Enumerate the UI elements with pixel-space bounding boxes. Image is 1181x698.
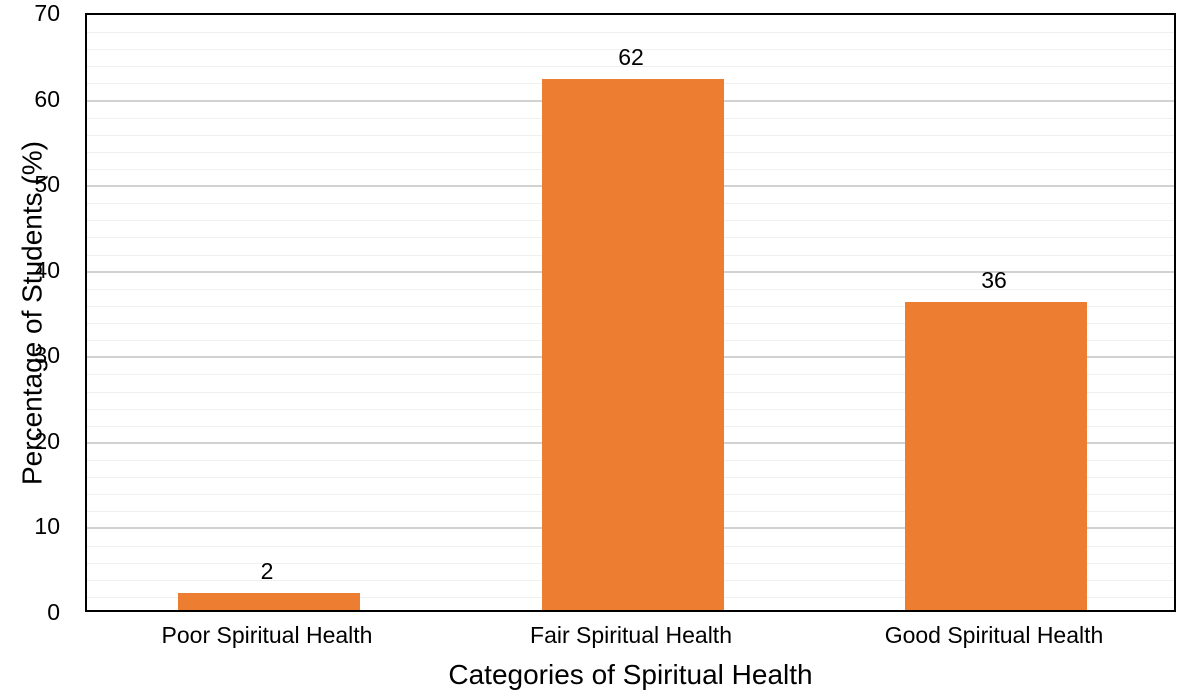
y-tick-label: 0 [47, 599, 60, 625]
bar [178, 593, 360, 610]
y-tick-label: 70 [34, 0, 60, 26]
x-category-label: Poor Spiritual Health [161, 622, 373, 648]
data-label: 62 [618, 44, 644, 70]
bar [905, 302, 1087, 610]
minor-gridline [87, 49, 1174, 51]
y-tick-label: 60 [34, 86, 60, 112]
y-tick-label: 40 [34, 257, 60, 283]
bar [542, 79, 724, 610]
y-tick-label: 20 [34, 428, 60, 454]
minor-gridline [87, 66, 1174, 68]
x-category-label: Fair Spiritual Health [530, 622, 732, 648]
y-tick-label: 30 [34, 342, 60, 368]
y-tick-label: 10 [34, 513, 60, 539]
minor-gridline [87, 32, 1174, 34]
x-axis-title: Categories of Spiritual Health [448, 659, 813, 690]
data-label: 36 [981, 267, 1007, 293]
data-label: 2 [260, 558, 274, 584]
y-tick-label: 50 [34, 171, 60, 197]
x-category-label: Good Spiritual Health [884, 622, 1104, 648]
plot-area [85, 13, 1176, 612]
